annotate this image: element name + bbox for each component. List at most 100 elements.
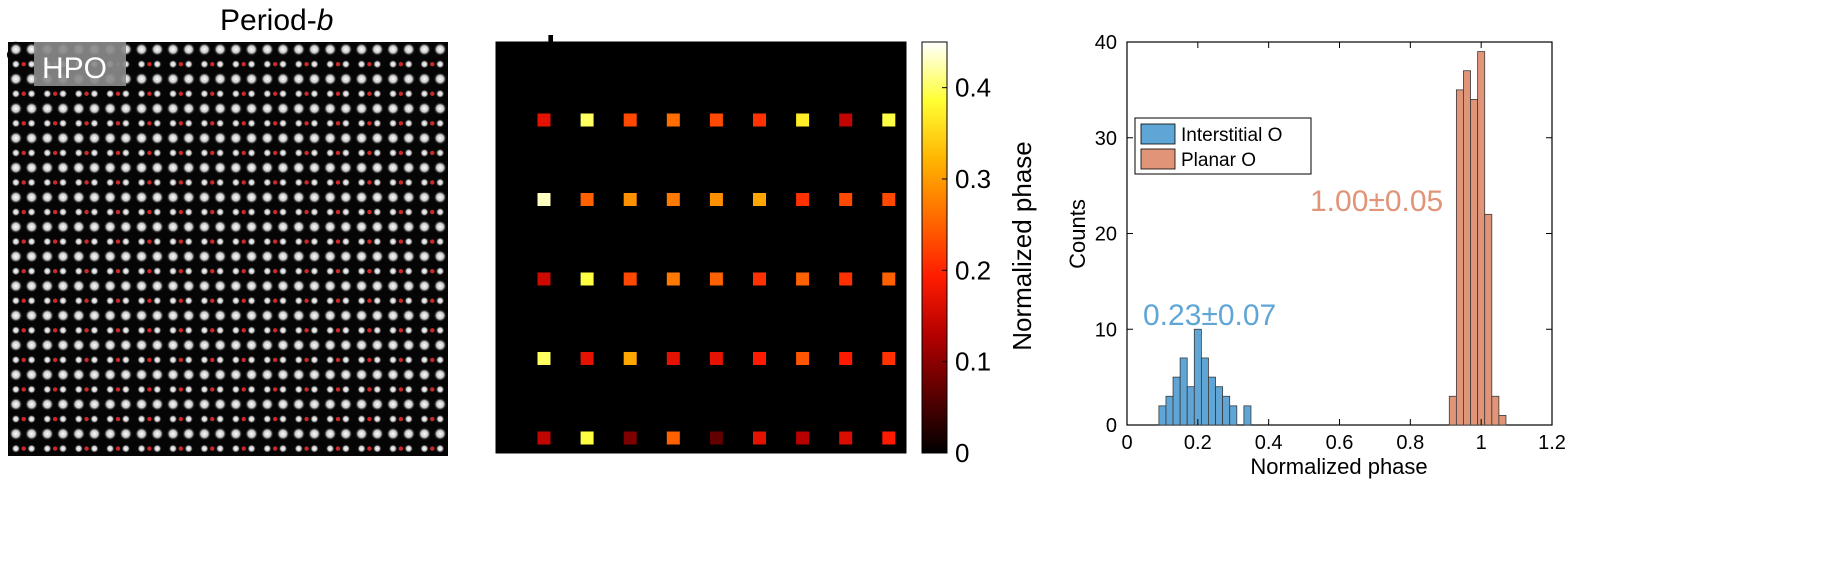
atom-column [9,338,23,352]
heatmap-cell [580,113,594,127]
atom-column [310,385,319,394]
atom-column [292,338,306,352]
atom-column [435,207,445,217]
oxygen-marker [115,416,121,422]
atom-column [357,118,366,128]
atom-column [310,59,319,69]
atom-column [354,368,369,382]
atom-column [372,89,382,99]
atom-column [244,72,259,86]
atom-column [388,59,398,69]
atom-column [278,266,288,276]
atom-column [184,296,194,306]
histogram-bar [1455,89,1464,426]
atom-column [87,131,102,145]
heatmap-cell [753,193,766,206]
oxygen-marker [304,328,309,333]
atom-column [182,338,196,352]
atom-column [87,161,102,175]
atom-column [323,72,337,86]
atom-column [150,101,164,116]
heatmap-cell [580,431,594,445]
atom-column [229,220,243,234]
atom-column [323,220,337,234]
atom-column [40,368,54,382]
atom-column [244,308,259,323]
atom-column [56,279,70,293]
atom-column [42,237,52,247]
atom-column [72,308,86,323]
oxygen-marker [52,446,58,451]
atom-column [357,414,366,424]
atom-column [137,59,146,69]
oxygen-marker [115,209,121,215]
panel-c-xtick-label: 0.2 [1184,432,1212,454]
panel-b-plot-area [495,41,907,454]
atom-column [420,444,429,454]
oxygen-marker [367,416,372,422]
oxygen-marker [21,121,26,126]
atom-column [231,89,241,99]
panel-c-xtick-label: 0.8 [1396,432,1424,454]
heatmap-cell [753,272,766,286]
atom-column [260,279,274,293]
atom-column [307,161,322,175]
oxygen-marker [21,298,26,303]
atom-column [74,414,84,424]
atom-column [213,190,227,204]
oxygen-marker [398,387,404,392]
atom-column [370,101,384,116]
atom-column [388,89,398,99]
oxygen-marker [241,268,246,274]
atom-column [137,178,146,187]
oxygen-marker [335,416,341,422]
colorbar-tick-label: 0 [955,438,969,468]
atom-column [357,207,366,217]
atom-column [370,161,384,175]
heatmap-cell [709,352,723,365]
atom-column [231,355,241,365]
atom-column [310,118,319,128]
atom-column [420,237,429,247]
oxygen-marker [84,416,89,422]
atom-column [74,207,84,217]
oxygen-marker [398,357,404,363]
oxygen-marker [304,209,309,215]
atom-column [307,220,322,234]
atom-column [276,161,290,175]
oxygen-marker [84,121,89,126]
atom-column [184,89,194,99]
atom-column [40,220,54,234]
atom-column [215,59,225,69]
atom-column [325,414,335,424]
atom-column [134,279,149,293]
atom-column [323,42,337,56]
oxygen-marker [367,61,372,67]
atom-column [370,249,384,263]
atom-column [215,355,225,365]
atom-column [24,190,39,204]
atom-column [182,220,196,234]
oxygen-marker [178,150,184,156]
atom-column [244,131,259,145]
atom-column [119,368,133,382]
atom-column [307,338,322,352]
atom-column [433,220,447,234]
atom-column [200,296,209,306]
atom-column [307,279,322,293]
atom-column [404,325,414,335]
atom-column [292,131,306,145]
panel-c-ytick-label: 0 [1106,415,1117,437]
atom-column [354,42,369,56]
atom-column [292,101,306,116]
atom-column [87,220,102,234]
atom-column [354,308,369,323]
histogram-bar [1448,395,1457,426]
atom-column [137,207,146,217]
atom-column [150,72,164,86]
atom-column [168,444,178,454]
atom-column [294,148,304,158]
oxygen-marker [430,357,435,363]
atom-column [386,101,400,116]
colorbar-ticks: 0 0.1 0.2 0.3 0.4 [942,73,991,468]
